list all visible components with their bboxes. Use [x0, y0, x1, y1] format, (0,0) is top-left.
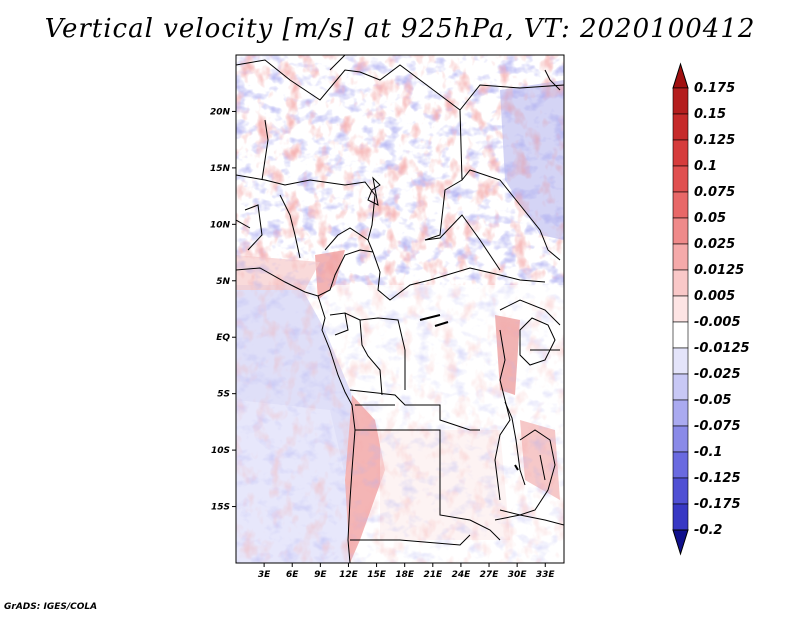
- colorbar-label: 0.175: [694, 81, 735, 96]
- colorbar-label: -0.125: [694, 471, 741, 486]
- lon-tick-label: 24E: [452, 570, 472, 580]
- colorbar-label: 0.15: [694, 107, 726, 122]
- colorbar-swatch: [672, 503, 689, 531]
- colorbar: 0.175 0.15 0.125 0.1 0.075 0.05 0.025 0.0125 0.0…: [672, 62, 750, 556]
- colorbar-swatch: [672, 243, 689, 271]
- colorbar-swatch: [672, 425, 689, 453]
- colorbar-label: 0.0125: [694, 263, 744, 278]
- lat-tick-label: 5N: [216, 277, 230, 287]
- grads-credit: GrADS: IGES/COLA: [4, 602, 98, 612]
- colorbar-label: 0.075: [694, 185, 735, 200]
- lon-tick-label: 33E: [536, 570, 556, 580]
- country-borders: [236, 55, 564, 563]
- colorbar-label: 0.025: [694, 237, 735, 252]
- colorbar-swatch: [672, 477, 689, 505]
- longitude-axis: 3E 6E 9E 12E 15E 18E 21E 24E 27E 30E 33E: [258, 563, 556, 580]
- colorbar-label: -0.2: [694, 523, 722, 538]
- colorbar-label: -0.05: [694, 393, 731, 408]
- lon-tick-label: 6E: [286, 570, 299, 580]
- colorbar-swatch: [672, 113, 689, 141]
- colorbar-swatch: [672, 373, 689, 401]
- colorbar-label: -0.025: [694, 367, 741, 382]
- colorbar-swatch: [672, 165, 689, 193]
- lon-tick-label: 12E: [339, 570, 359, 580]
- colorbar-swatch: [672, 347, 689, 375]
- lon-tick-label: 15E: [367, 570, 387, 580]
- map-frame: [235, 54, 565, 564]
- colorbar-top-arrow: [672, 62, 689, 89]
- colorbar-swatch: [672, 399, 689, 427]
- colorbar-label: 0.125: [694, 133, 735, 148]
- velocity-field: [236, 55, 564, 563]
- colorbar-label: -0.175: [694, 497, 741, 512]
- colorbar-label: 0.005: [694, 289, 735, 304]
- colorbar-label: 0.1: [694, 159, 717, 174]
- lat-tick-label: 20N: [210, 107, 231, 117]
- colorbar-swatch: [672, 295, 689, 323]
- colorbar-swatch: [672, 191, 689, 219]
- colorbar-swatch: [672, 87, 689, 115]
- colorbar-label: -0.0125: [694, 341, 750, 356]
- lat-tick-label: 5S: [217, 390, 230, 400]
- lat-tick-label: EQ: [216, 333, 230, 343]
- colorbar-label: -0.005: [694, 315, 741, 330]
- lat-tick-label: 15N: [210, 164, 231, 174]
- map-panel: 20N 15N 10N 5N EQ 5S 10S 15S 3E 6E 9E 12E 15E 18E 21E…: [210, 54, 565, 580]
- lon-tick-label: 27E: [480, 570, 500, 580]
- lat-tick-label: 10S: [211, 446, 230, 456]
- colorbar-bottom-arrow: [672, 529, 689, 556]
- colorbar-swatch: [672, 321, 689, 349]
- colorbar-label: 0.05: [694, 211, 726, 226]
- colorbar-label: -0.1: [694, 445, 722, 460]
- lon-tick-label: 30E: [508, 570, 528, 580]
- lon-tick-label: 18E: [395, 570, 415, 580]
- colorbar-label: -0.075: [694, 419, 741, 434]
- colorbar-swatch: [672, 269, 689, 297]
- latitude-axis: 20N 15N 10N 5N EQ 5S 10S 15S: [210, 107, 236, 513]
- colorbar-swatch: [672, 139, 689, 167]
- lat-tick-label: 10N: [210, 220, 231, 230]
- lat-tick-label: 15S: [211, 503, 230, 513]
- lon-tick-label: 9E: [314, 570, 327, 580]
- colorbar-swatch: [672, 217, 689, 245]
- lon-tick-label: 3E: [258, 570, 271, 580]
- lon-tick-label: 21E: [423, 570, 443, 580]
- map-title: Vertical velocity [m/s] at 925hPa, VT: 2…: [44, 14, 756, 44]
- colorbar-swatch: [672, 451, 689, 479]
